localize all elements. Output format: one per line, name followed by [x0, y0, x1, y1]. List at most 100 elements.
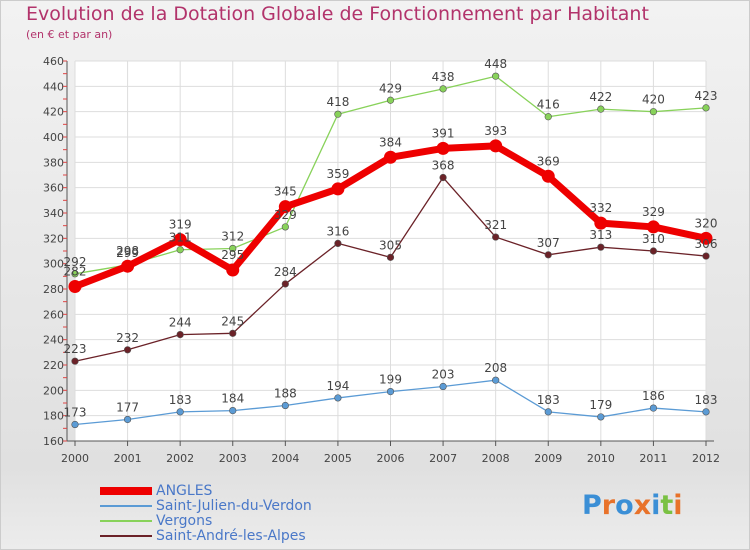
data-label-angles: 329 — [642, 205, 665, 219]
legend-label: Vergons — [156, 513, 213, 529]
y-tick-label: 160 — [43, 435, 64, 448]
data-point-saint-julien-du-verdon — [597, 413, 605, 421]
data-point-angles — [226, 263, 240, 277]
data-point-vergons — [386, 96, 395, 104]
logo-letter: x — [633, 490, 652, 521]
data-point-angles — [278, 200, 292, 214]
data-point-vergons — [334, 110, 342, 118]
data-label-saint-julien-du-verdon: 184 — [221, 392, 244, 406]
data-point-vergons — [176, 246, 184, 254]
data-point-vergons — [544, 113, 552, 121]
y-tick-label: 380 — [43, 156, 64, 169]
data-label-saint-julien-du-verdon: 199 — [379, 373, 402, 387]
legend-label: ANGLES — [156, 483, 213, 499]
y-tick-label: 300 — [43, 258, 64, 271]
data-label-angles: 319 — [169, 218, 192, 232]
data-label-angles: 320 — [695, 216, 718, 230]
y-tick-label: 180 — [43, 410, 64, 423]
data-label-angles: 391 — [432, 126, 455, 140]
y-tick-label: 200 — [43, 384, 64, 397]
logo-letter: r — [601, 490, 616, 521]
data-point-saint-andre-les-alpes — [544, 251, 552, 259]
x-tick-label: 2003 — [219, 452, 247, 465]
data-label-angles: 282 — [64, 264, 87, 278]
x-tick-label: 2010 — [587, 452, 615, 465]
x-tick-label: 2011 — [639, 452, 667, 465]
data-label-vergons: 329 — [274, 208, 297, 222]
data-point-vergons — [702, 104, 710, 112]
x-tick-label: 2000 — [61, 452, 89, 465]
legend-swatch — [100, 535, 152, 537]
y-tick-label: 340 — [43, 207, 64, 220]
data-point-vergons — [71, 270, 79, 278]
data-point-angles — [331, 182, 345, 196]
data-label-saint-andre-les-alpes: 245 — [221, 314, 244, 328]
data-label-vergons: 423 — [695, 89, 718, 103]
data-point-saint-andre-les-alpes — [176, 331, 184, 339]
data-label-saint-julien-du-verdon: 203 — [432, 368, 455, 382]
data-point-angles — [541, 169, 555, 183]
y-tick-label: 240 — [43, 334, 64, 347]
data-label-vergons: 292 — [64, 255, 87, 269]
data-point-vergons — [439, 85, 447, 93]
data-label-layer: 292 299 311 312 329 418 429 438 448 416 422 420 423 2… — [64, 57, 718, 419]
data-point-saint-julien-du-verdon — [439, 382, 447, 391]
data-label-vergons: 312 — [221, 229, 244, 243]
data-label-angles: 369 — [537, 154, 560, 168]
legend-swatch — [100, 520, 152, 522]
x-tick-label: 2007 — [429, 452, 457, 465]
logo-letter: i — [673, 490, 683, 521]
legend-label: Saint-André-les-Alpes — [156, 528, 306, 544]
data-label-saint-andre-les-alpes: 321 — [484, 218, 507, 232]
data-label-saint-julien-du-verdon: 186 — [642, 389, 665, 403]
x-tick-label: 2002 — [166, 452, 194, 465]
data-label-vergons: 311 — [169, 231, 192, 245]
x-tick-label: 2004 — [271, 452, 299, 465]
data-point-vergons — [229, 244, 237, 253]
data-point-saint-julien-du-verdon — [492, 376, 500, 384]
data-label-saint-andre-les-alpes: 310 — [642, 232, 665, 246]
logo-letter: i — [651, 490, 661, 521]
data-label-saint-andre-les-alpes: 368 — [432, 159, 455, 173]
data-label-saint-andre-les-alpes: 284 — [274, 265, 297, 279]
x-tick-label: 2006 — [377, 452, 405, 465]
data-label-saint-andre-les-alpes: 305 — [379, 238, 402, 252]
data-label-saint-julien-du-verdon: 179 — [589, 398, 612, 412]
data-label-saint-andre-les-alpes: 306 — [695, 237, 718, 251]
data-label-vergons: 420 — [642, 93, 665, 107]
legend-swatch — [100, 505, 152, 507]
data-point-saint-andre-les-alpes — [649, 247, 658, 255]
data-point-saint-julien-du-verdon — [229, 407, 237, 415]
data-point-vergons — [649, 108, 658, 116]
y-tick-label: 460 — [43, 55, 64, 68]
data-label-vergons: 418 — [326, 95, 349, 109]
data-point-saint-julien-du-verdon — [702, 408, 710, 416]
data-point-saint-julien-du-verdon — [176, 408, 184, 416]
data-label-angles: 393 — [484, 124, 507, 138]
data-point-angles — [121, 259, 135, 273]
data-label-saint-julien-du-verdon: 183 — [537, 393, 560, 407]
data-point-angles — [68, 279, 82, 293]
data-point-angles — [699, 231, 713, 245]
data-label-angles: 298 — [116, 244, 139, 258]
axis-layer: 160 180 200 220 240 260 280 300 320 340 360 380 400 4… — [43, 55, 720, 465]
data-label-vergons: 429 — [379, 81, 402, 95]
y-tick-label: 260 — [43, 308, 64, 321]
x-tick-label: 2012 — [692, 452, 720, 465]
data-label-saint-andre-les-alpes: 316 — [326, 224, 349, 238]
chart-title: Evolution de la Dotation Globale de Fonc… — [26, 3, 649, 25]
series-layer — [68, 72, 713, 429]
data-point-saint-julien-du-verdon — [649, 404, 658, 412]
data-point-saint-julien-du-verdon — [334, 394, 342, 402]
data-point-saint-julien-du-verdon — [281, 401, 289, 410]
x-tick-label: 2005 — [324, 452, 352, 465]
data-point-angles — [173, 233, 187, 247]
data-point-angles — [646, 220, 660, 234]
logo-letter: o — [615, 490, 634, 521]
data-label-vergons: 299 — [116, 246, 139, 260]
data-point-saint-andre-les-alpes — [492, 233, 500, 241]
y-tick-label: 320 — [43, 232, 64, 245]
data-label-saint-andre-les-alpes: 244 — [169, 316, 192, 330]
data-label-saint-andre-les-alpes: 307 — [537, 236, 560, 250]
